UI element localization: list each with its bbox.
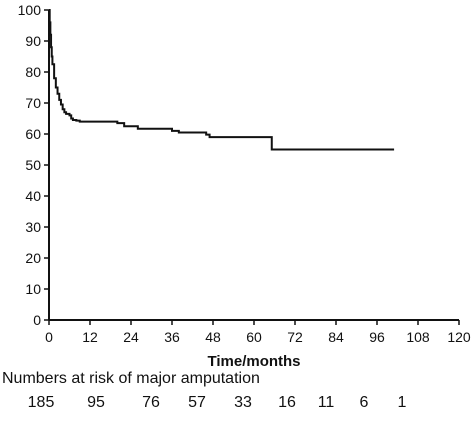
x-tick-label: 0 bbox=[45, 329, 53, 345]
y-tick-label: 30 bbox=[25, 219, 41, 235]
y-tick-label: 60 bbox=[25, 126, 41, 142]
y-tick-label: 20 bbox=[25, 250, 41, 266]
axes: 0 10 20 30 40 50 60 70 80 90 100 0 12 24 36 48 60 72 84 96 1… bbox=[18, 2, 471, 345]
x-tick-label: 24 bbox=[123, 329, 139, 345]
x-tick-label: 48 bbox=[205, 329, 221, 345]
y-tick-label: 10 bbox=[25, 281, 41, 297]
x-tick-label: 36 bbox=[164, 329, 180, 345]
risk-count: 6 bbox=[359, 394, 369, 411]
x-tick-label: 120 bbox=[447, 329, 471, 345]
risk-table-row: 185 95 76 57 33 16 11 6 1 bbox=[0, 394, 474, 414]
series-layer bbox=[48, 9, 395, 151]
survival-curve bbox=[48, 9, 395, 151]
x-tick-label: 96 bbox=[369, 329, 385, 345]
x-tick-label: 12 bbox=[82, 329, 98, 345]
risk-count: 95 bbox=[87, 394, 105, 411]
y-tick-label: 90 bbox=[25, 33, 41, 49]
x-axis-title: Time/months bbox=[207, 353, 300, 370]
y-tick-label: 80 bbox=[25, 64, 41, 80]
y-tick-label: 70 bbox=[25, 95, 41, 111]
y-tick-label: 50 bbox=[25, 157, 41, 173]
x-tick-label: 84 bbox=[328, 329, 344, 345]
risk-count: 185 bbox=[27, 394, 55, 411]
y-tick-label: 40 bbox=[25, 188, 41, 204]
risk-table-caption: Numbers at risk of major amputation bbox=[2, 370, 260, 387]
x-tick-label: 108 bbox=[406, 329, 430, 345]
risk-count: 1 bbox=[397, 394, 407, 411]
y-tick-label: 0 bbox=[33, 312, 41, 328]
x-tick-label: 72 bbox=[287, 329, 303, 345]
risk-count: 33 bbox=[234, 394, 252, 411]
x-tick-label: 60 bbox=[246, 329, 262, 345]
risk-count: 57 bbox=[188, 394, 206, 411]
risk-count: 11 bbox=[317, 394, 335, 411]
y-tick-label: 100 bbox=[18, 2, 42, 18]
risk-count: 76 bbox=[142, 394, 160, 411]
risk-count: 16 bbox=[278, 394, 296, 411]
survival-chart: 0 10 20 30 40 50 60 70 80 90 100 0 12 24 36 48 60 72 84 96 1… bbox=[18, 2, 471, 370]
